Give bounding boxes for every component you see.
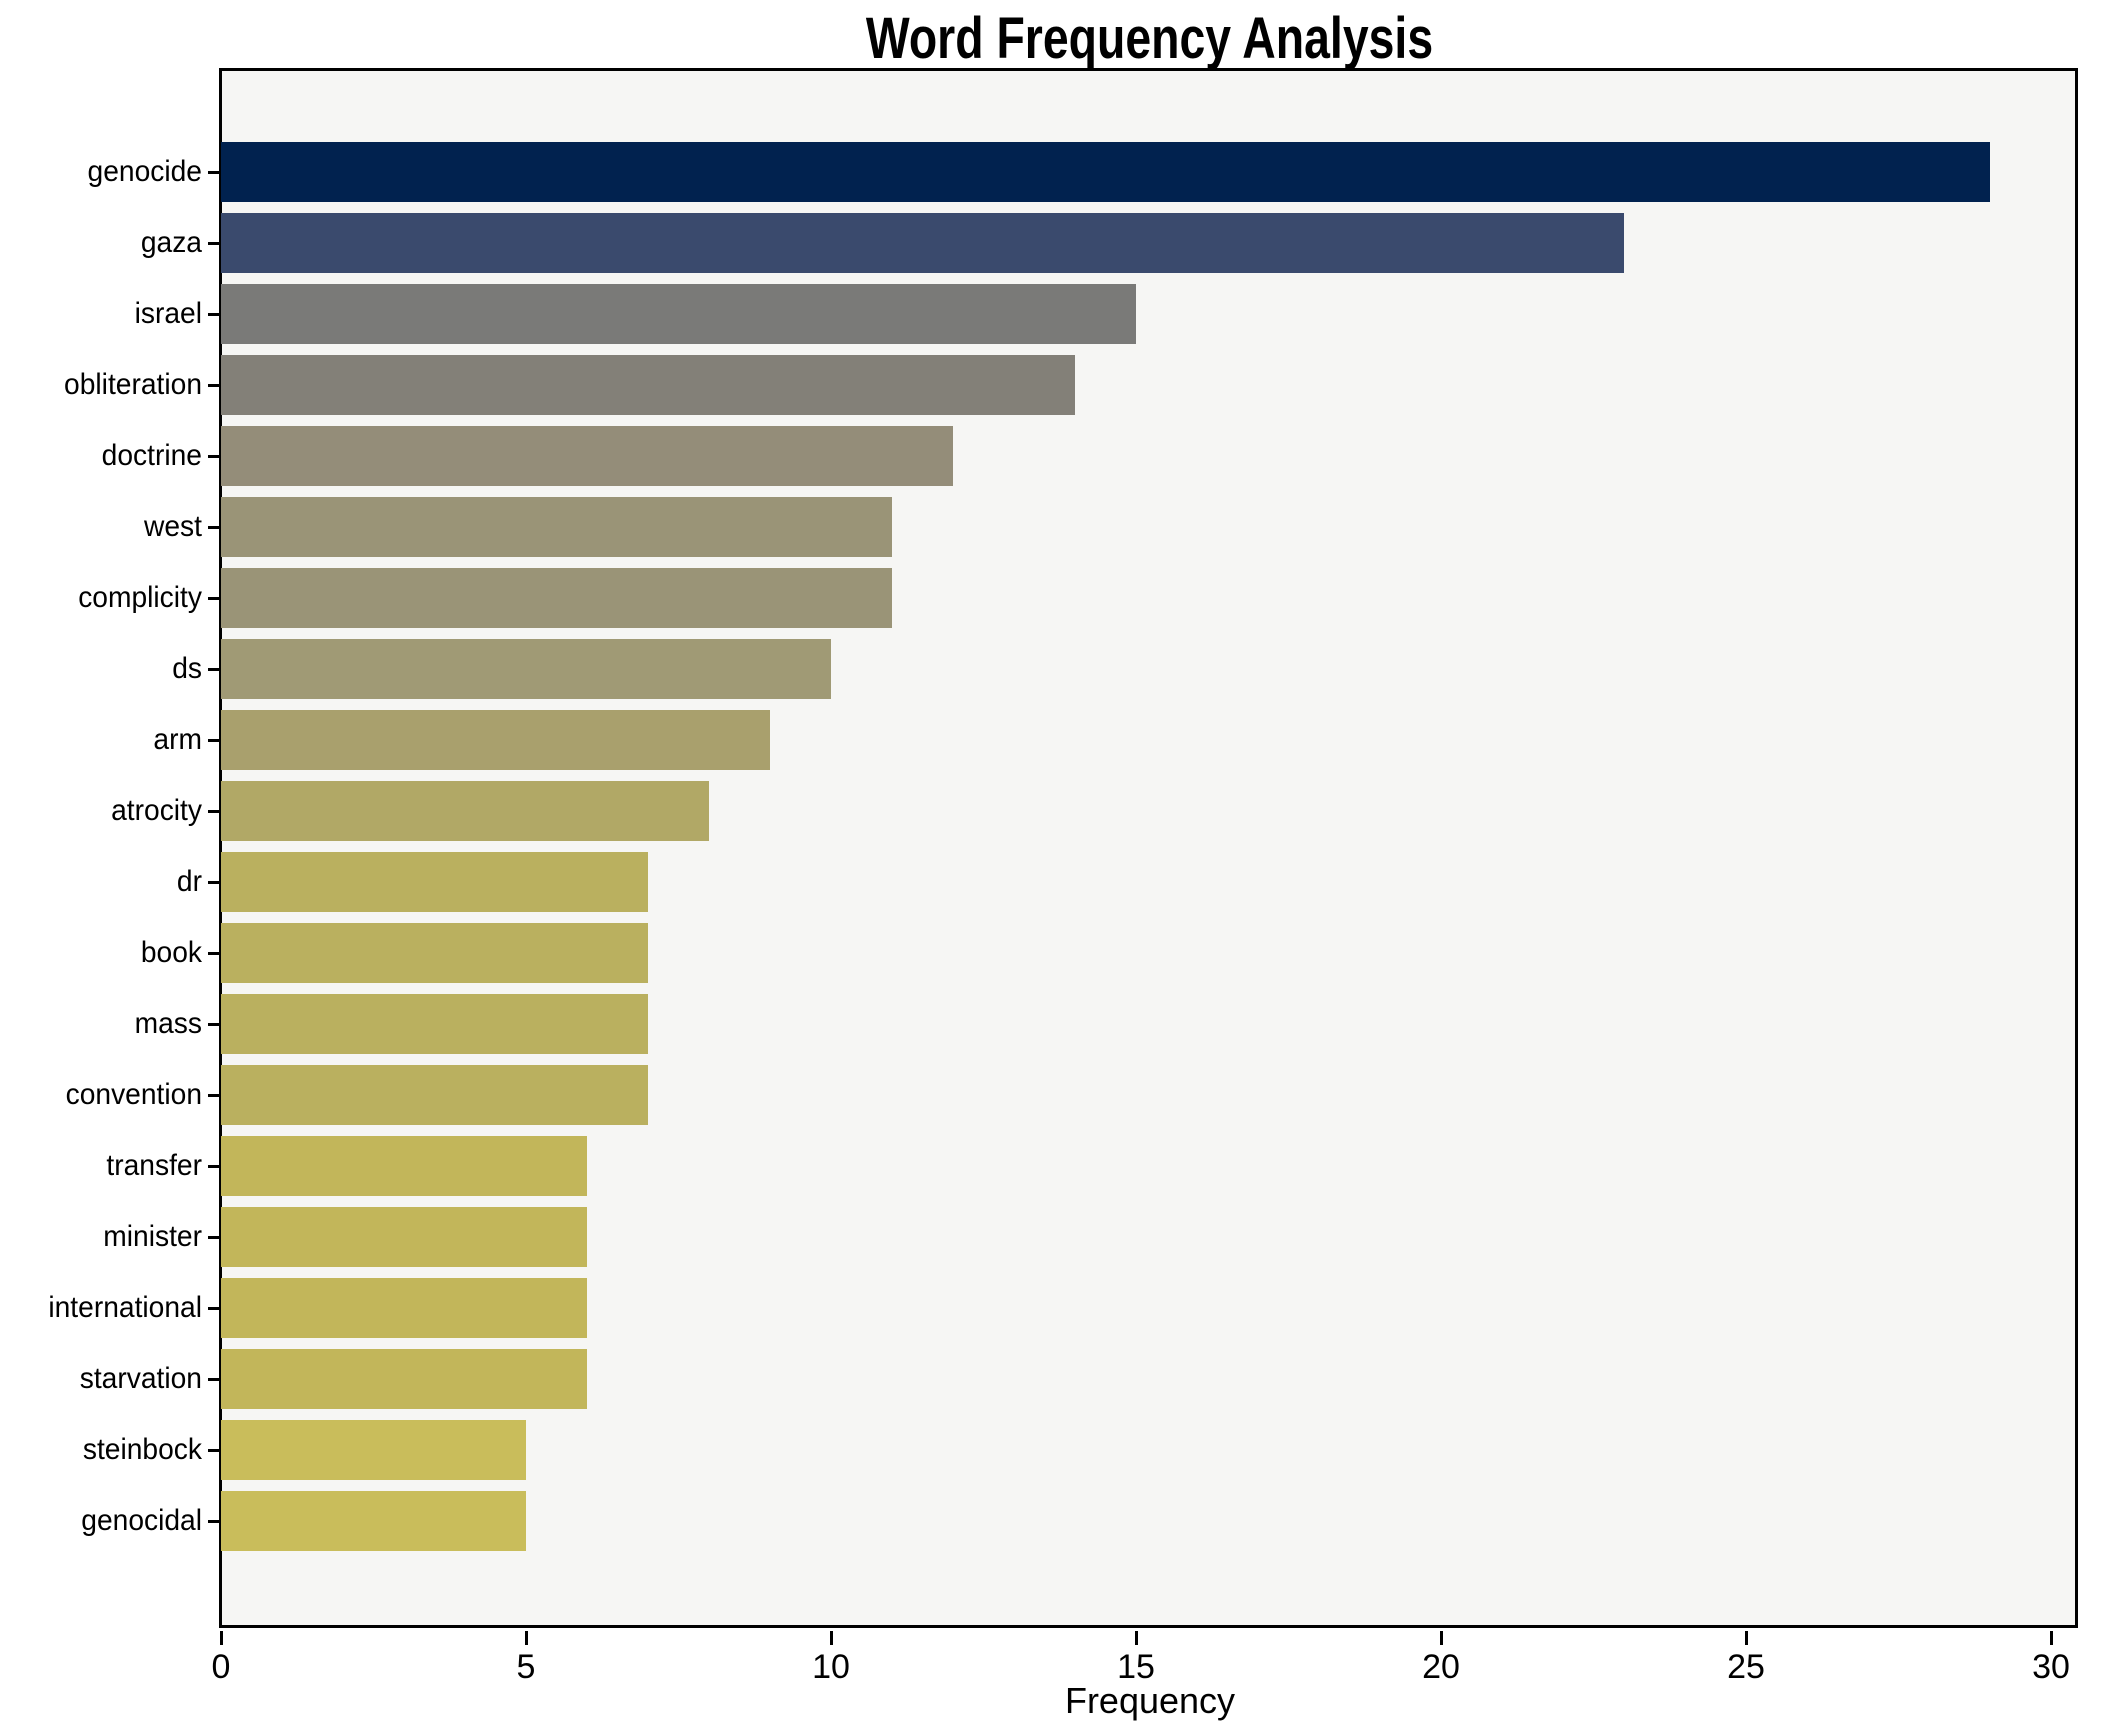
bar xyxy=(221,1420,526,1480)
x-tick-label: 30 xyxy=(2032,1648,2070,1686)
bar-row: dr xyxy=(0,852,2101,912)
bar xyxy=(221,710,770,770)
x-tick-label: 5 xyxy=(516,1648,536,1686)
bar xyxy=(221,497,892,557)
y-tick-label: ds xyxy=(172,652,202,685)
y-tick-mark xyxy=(208,1022,221,1026)
bar-row: steinbock xyxy=(0,1420,2101,1480)
bars-container: genocide gaza israel obliteration doctrine we… xyxy=(0,70,2101,1628)
bar xyxy=(221,1349,587,1409)
bar xyxy=(221,355,1075,415)
x-tick-label: 25 xyxy=(1727,1648,1765,1686)
x-tick-mark xyxy=(220,1631,223,1645)
y-tick-label: starvation xyxy=(79,1362,202,1395)
x-tick-label: 10 xyxy=(812,1648,850,1686)
y-tick-label: transfer xyxy=(106,1149,202,1182)
y-tick-mark xyxy=(208,667,221,671)
bar-row: minister xyxy=(0,1207,2101,1267)
y-tick-mark xyxy=(208,312,221,316)
x-tick-mark xyxy=(1440,1631,1443,1645)
y-tick-label: atrocity xyxy=(111,794,202,827)
bar-row: doctrine xyxy=(0,426,2101,486)
y-tick-mark xyxy=(208,880,221,884)
x-tick-mark xyxy=(1135,1631,1138,1645)
chart-title: Word Frequency Analysis xyxy=(865,6,1434,71)
bar-row: ds xyxy=(0,639,2101,699)
y-tick-label: obliteration xyxy=(64,368,202,401)
bar xyxy=(221,852,648,912)
y-tick-label: steinbock xyxy=(82,1433,202,1466)
y-tick-mark xyxy=(208,809,221,813)
bar-row: genocidal xyxy=(0,1491,2101,1551)
bar xyxy=(221,284,1136,344)
bar-row: transfer xyxy=(0,1136,2101,1196)
bar xyxy=(221,639,831,699)
x-axis-label: Frequency xyxy=(1064,1680,1236,1721)
bar-row: genocide xyxy=(0,142,2101,202)
y-tick-label: mass xyxy=(134,1007,202,1040)
y-tick-label: dr xyxy=(176,865,202,898)
y-tick-label: arm xyxy=(153,723,202,756)
y-tick-label: israel xyxy=(134,297,202,330)
bar xyxy=(221,1136,587,1196)
y-tick-mark xyxy=(208,596,221,600)
bar xyxy=(221,1491,526,1551)
x-tick-label: 0 xyxy=(211,1648,231,1686)
y-tick-mark xyxy=(208,1164,221,1168)
y-tick-mark xyxy=(208,1448,221,1452)
y-tick-label: minister xyxy=(103,1220,202,1253)
bar-row: book xyxy=(0,923,2101,983)
y-tick-mark xyxy=(208,525,221,529)
y-tick-label: complicity xyxy=(78,581,202,614)
y-tick-label: genocidal xyxy=(81,1504,202,1537)
bar-row: convention xyxy=(0,1065,2101,1125)
y-tick-label: gaza xyxy=(140,226,202,259)
bar xyxy=(221,1207,587,1267)
x-tick-label: 20 xyxy=(1422,1648,1460,1686)
bar-row: mass xyxy=(0,994,2101,1054)
bar xyxy=(221,781,709,841)
bar-row: israel xyxy=(0,284,2101,344)
bar xyxy=(221,994,648,1054)
y-tick-label: doctrine xyxy=(101,439,202,472)
bar xyxy=(221,568,892,628)
bar-row: complicity xyxy=(0,568,2101,628)
y-tick-label: book xyxy=(140,936,202,969)
bar xyxy=(221,1278,587,1338)
y-tick-label: convention xyxy=(65,1078,202,1111)
y-tick-mark xyxy=(208,1093,221,1097)
x-tick-mark xyxy=(525,1631,528,1645)
x-tick-mark xyxy=(1745,1631,1748,1645)
y-tick-mark xyxy=(208,1235,221,1239)
bar-row: atrocity xyxy=(0,781,2101,841)
bar-row: gaza xyxy=(0,213,2101,273)
y-tick-mark xyxy=(208,1377,221,1381)
x-tick-mark xyxy=(830,1631,833,1645)
y-tick-mark xyxy=(208,383,221,387)
y-tick-label: genocide xyxy=(87,155,202,188)
bar-row: starvation xyxy=(0,1349,2101,1409)
bar xyxy=(221,923,648,983)
bar xyxy=(221,142,1990,202)
y-tick-mark xyxy=(208,454,221,458)
bar xyxy=(221,1065,648,1125)
y-tick-label: west xyxy=(144,510,202,543)
y-tick-mark xyxy=(208,170,221,174)
bar-row: international xyxy=(0,1278,2101,1338)
y-tick-mark xyxy=(208,241,221,245)
bar xyxy=(221,213,1624,273)
x-tick-label: 15 xyxy=(1117,1648,1155,1686)
y-tick-label: international xyxy=(48,1291,202,1324)
bar-row: west xyxy=(0,497,2101,557)
y-tick-mark xyxy=(208,738,221,742)
bar-row: arm xyxy=(0,710,2101,770)
y-tick-mark xyxy=(208,951,221,955)
bar xyxy=(221,426,953,486)
x-tick-mark xyxy=(2050,1631,2053,1645)
bar-row: obliteration xyxy=(0,355,2101,415)
y-tick-mark xyxy=(208,1306,221,1310)
y-tick-mark xyxy=(208,1519,221,1523)
